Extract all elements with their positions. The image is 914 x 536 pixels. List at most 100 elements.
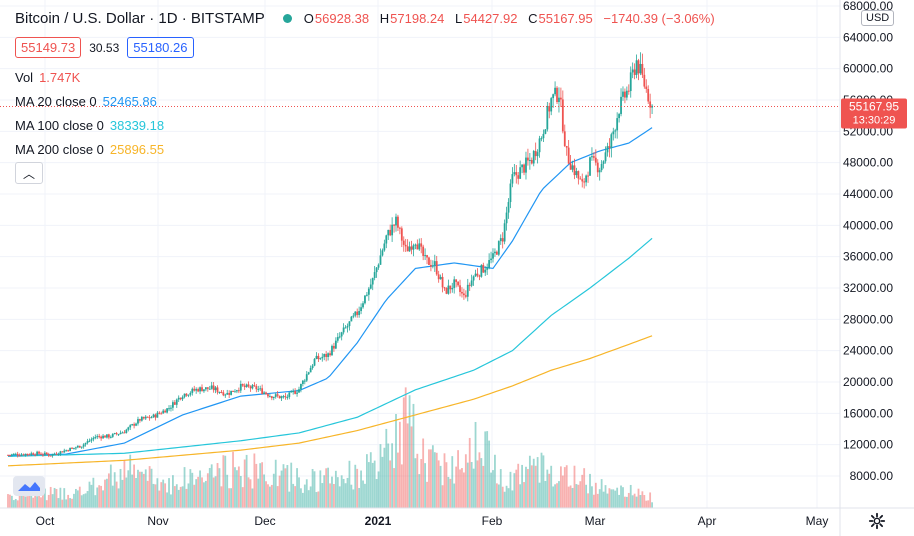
- candle-body: [327, 353, 329, 358]
- candle-body: [523, 164, 525, 173]
- volume-bar: [177, 489, 180, 508]
- legend-ma100[interactable]: MA 100 close 0 38339.18: [15, 118, 165, 133]
- volume-bar: [189, 469, 192, 508]
- volume-bar: [457, 450, 459, 508]
- candle-body: [42, 454, 44, 456]
- candle-body: [358, 310, 361, 315]
- volume-bar: [197, 476, 200, 508]
- volume-bar: [24, 496, 27, 508]
- volume-bar: [121, 479, 124, 508]
- volume-bar: [476, 460, 479, 508]
- candle-body: [199, 387, 201, 392]
- volume-bar: [463, 472, 465, 508]
- volume-bar: [290, 462, 293, 508]
- candle-body: [433, 261, 436, 266]
- volume-bar: [400, 464, 403, 508]
- candle-body: [96, 436, 99, 438]
- volume-bar: [525, 466, 527, 508]
- volume-bar: [373, 460, 376, 508]
- legend-ma200[interactable]: MA 200 close 0 25896.55: [15, 142, 165, 157]
- volume-bar: [76, 490, 79, 508]
- volume-bar: [9, 494, 11, 508]
- x-tick-label: Nov: [147, 514, 168, 528]
- volume-bar: [474, 421, 477, 508]
- candle-body: [218, 391, 221, 393]
- candle-body: [191, 388, 194, 393]
- candle-body: [292, 391, 295, 393]
- ma20-line: [7, 127, 653, 457]
- volume-bar: [484, 431, 487, 508]
- candle-body: [635, 60, 638, 75]
- candle-body: [311, 365, 314, 369]
- volume-bar: [148, 466, 151, 508]
- candle-body: [18, 455, 21, 457]
- legend-ma20[interactable]: MA 20 close 0 52465.86: [15, 94, 157, 109]
- candle-body: [404, 244, 407, 247]
- volume-bar: [422, 438, 425, 508]
- candle-body: [532, 151, 535, 164]
- collapse-legend-button[interactable]: ︿: [15, 162, 43, 184]
- volume-bar: [309, 486, 312, 508]
- currency-label[interactable]: USD: [861, 10, 895, 26]
- volume-bar: [7, 494, 9, 508]
- volume-bar: [107, 473, 110, 508]
- volume-bar: [523, 482, 525, 508]
- candle-body: [187, 394, 190, 396]
- volume-bar: [492, 470, 494, 508]
- volume-bar: [472, 468, 475, 508]
- volume-bar: [10, 495, 13, 508]
- candle-body: [197, 389, 200, 392]
- candle-body: [412, 245, 415, 250]
- volume-bar: [144, 469, 147, 508]
- candle-body: [278, 395, 281, 399]
- y-tick-label: 28000.00: [843, 312, 893, 326]
- candle-body: [300, 384, 302, 390]
- candle-body: [206, 387, 209, 389]
- candle-body: [602, 161, 605, 164]
- candle-body: [385, 235, 388, 244]
- volume-bar: [303, 484, 306, 508]
- candle-body: [563, 131, 566, 146]
- y-tick-label: 20000.00: [843, 375, 893, 389]
- volume-bar: [371, 462, 374, 508]
- volume-bar: [629, 484, 632, 508]
- volume-bar: [453, 483, 456, 508]
- candle-body: [201, 387, 203, 392]
- candle-body: [317, 355, 320, 360]
- volume-bar: [166, 492, 168, 508]
- candle-body: [142, 416, 145, 419]
- candle-body: [323, 353, 326, 357]
- candle-body: [428, 257, 430, 265]
- volume-bar: [28, 488, 31, 508]
- volume-bar: [503, 491, 506, 508]
- gear-icon[interactable]: [868, 512, 886, 530]
- symbol-title[interactable]: Bitcoin / U.S. Dollar · 1D · BITSTAMP: [15, 10, 265, 27]
- candle-body: [575, 171, 578, 176]
- volume-bar: [127, 470, 130, 508]
- volume-bar: [191, 472, 194, 508]
- candle-body: [177, 397, 180, 400]
- candle-body: [51, 453, 54, 456]
- chevron-up-icon: ︿: [22, 166, 35, 181]
- candle-body: [117, 434, 120, 436]
- volume-bar: [104, 479, 106, 508]
- tradingview-logo-icon[interactable]: [13, 476, 45, 496]
- candle-body: [154, 414, 157, 418]
- candle-body: [249, 386, 252, 389]
- volume-bar: [241, 487, 244, 508]
- sell-button[interactable]: 55149.73: [15, 37, 82, 58]
- candle-body: [173, 402, 176, 405]
- candle-body: [179, 397, 182, 400]
- volume-bar: [362, 480, 364, 508]
- volume-bar: [30, 495, 33, 508]
- y-tick-label: 64000.00: [843, 30, 893, 44]
- buy-button[interactable]: 55180.26: [127, 37, 194, 58]
- volume-bar: [544, 480, 547, 508]
- candle-body: [637, 60, 640, 74]
- candle-body: [354, 311, 357, 316]
- volume-bar: [614, 490, 617, 508]
- candle-body: [402, 240, 405, 245]
- legend-vol[interactable]: Vol 1.747K: [15, 70, 81, 85]
- volume-bar: [47, 494, 50, 508]
